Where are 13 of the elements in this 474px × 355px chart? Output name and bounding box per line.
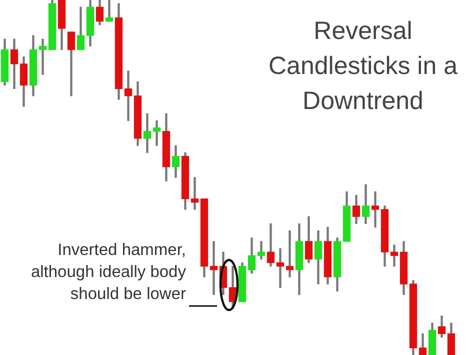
- candlestick: [105, 0, 114, 22]
- candlestick: [210, 241, 218, 295]
- candlestick: [286, 230, 294, 278]
- candlestick: [152, 120, 161, 146]
- candlestick: [276, 248, 284, 288]
- candlestick: [143, 113, 152, 153]
- candlestick: [124, 70, 132, 122]
- candlestick: [38, 38, 47, 75]
- candlestick: [390, 244, 398, 267]
- candlestick: [190, 177, 199, 210]
- text: Reversal Candlesticks in a Downtrend: [268, 16, 458, 117]
- candlestick: [371, 191, 380, 228]
- annotation: Inverted hammer, although ideally body should be lower: [30, 240, 186, 305]
